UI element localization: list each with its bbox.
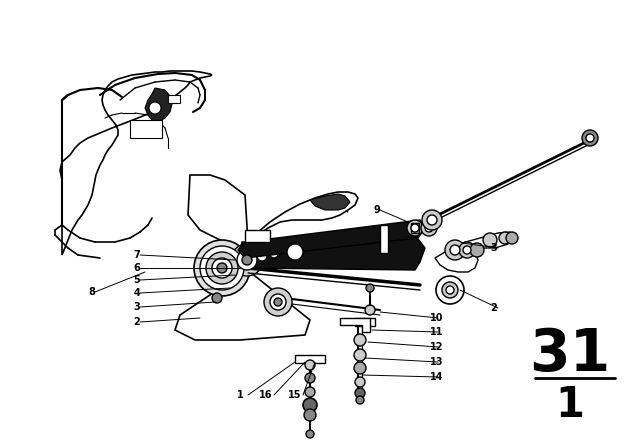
Bar [380, 225, 388, 253]
Circle shape [459, 242, 475, 258]
Circle shape [355, 377, 365, 387]
Circle shape [407, 220, 423, 236]
Text: 7: 7 [133, 250, 140, 260]
Circle shape [450, 245, 460, 255]
Text: 10: 10 [430, 313, 444, 323]
Text: 14: 14 [430, 372, 444, 382]
Text: 16: 16 [259, 390, 273, 400]
Circle shape [442, 282, 458, 298]
Polygon shape [310, 194, 350, 210]
Bar [411, 223, 419, 233]
Text: 5: 5 [133, 275, 140, 285]
Text: 1: 1 [556, 384, 584, 426]
Circle shape [231, 244, 263, 276]
Polygon shape [238, 220, 425, 258]
Circle shape [354, 362, 366, 374]
Circle shape [274, 298, 282, 306]
Circle shape [217, 263, 227, 273]
Circle shape [194, 240, 250, 296]
Circle shape [242, 255, 252, 265]
Text: 6: 6 [133, 263, 140, 273]
Circle shape [582, 130, 598, 146]
Circle shape [306, 430, 314, 438]
Text: 12: 12 [430, 342, 444, 352]
Circle shape [436, 276, 464, 304]
Circle shape [445, 240, 465, 260]
Text: 2: 2 [133, 317, 140, 327]
Polygon shape [248, 192, 358, 242]
Text: 4: 4 [133, 288, 140, 298]
Polygon shape [175, 268, 310, 340]
Text: 8: 8 [88, 287, 95, 297]
Polygon shape [188, 175, 248, 248]
Circle shape [270, 250, 278, 258]
Text: 11: 11 [430, 327, 444, 337]
Circle shape [422, 210, 442, 230]
Circle shape [354, 334, 366, 346]
Circle shape [270, 294, 286, 310]
Circle shape [206, 252, 238, 284]
Circle shape [421, 220, 437, 236]
Text: 15: 15 [288, 390, 301, 400]
Text: 2: 2 [490, 303, 497, 313]
Circle shape [411, 224, 419, 232]
Circle shape [303, 398, 317, 412]
Text: 3: 3 [490, 243, 497, 253]
Text: 1: 1 [237, 390, 243, 400]
Text: 9: 9 [373, 205, 380, 215]
Circle shape [427, 215, 437, 225]
Polygon shape [145, 88, 172, 122]
Circle shape [463, 246, 471, 254]
Circle shape [212, 293, 222, 303]
Circle shape [586, 134, 594, 142]
Polygon shape [238, 235, 425, 270]
Polygon shape [340, 318, 370, 332]
Circle shape [287, 244, 303, 260]
Circle shape [200, 246, 244, 290]
Polygon shape [455, 232, 512, 252]
Circle shape [305, 387, 315, 397]
Circle shape [212, 258, 232, 278]
Circle shape [425, 224, 433, 232]
Text: 3: 3 [133, 302, 140, 312]
Bar [130, 120, 162, 138]
Circle shape [266, 246, 282, 262]
Circle shape [483, 233, 497, 247]
Bar [295, 355, 325, 363]
Bar [355, 318, 375, 326]
Circle shape [305, 360, 315, 370]
Circle shape [356, 396, 364, 404]
Polygon shape [60, 71, 212, 255]
Bar [168, 95, 180, 103]
Circle shape [354, 349, 366, 361]
Bar [245, 230, 270, 242]
Circle shape [355, 388, 365, 398]
Circle shape [149, 102, 161, 114]
Circle shape [264, 288, 292, 316]
Circle shape [506, 232, 518, 244]
Circle shape [252, 246, 272, 266]
Polygon shape [435, 248, 478, 272]
Circle shape [237, 250, 257, 270]
Circle shape [499, 232, 511, 244]
Circle shape [470, 243, 484, 257]
Circle shape [304, 409, 316, 421]
Circle shape [305, 373, 315, 383]
Circle shape [365, 305, 375, 315]
Circle shape [366, 284, 374, 292]
Circle shape [446, 286, 454, 294]
Text: 13: 13 [430, 357, 444, 367]
Text: 31: 31 [529, 327, 611, 383]
Circle shape [257, 251, 267, 261]
